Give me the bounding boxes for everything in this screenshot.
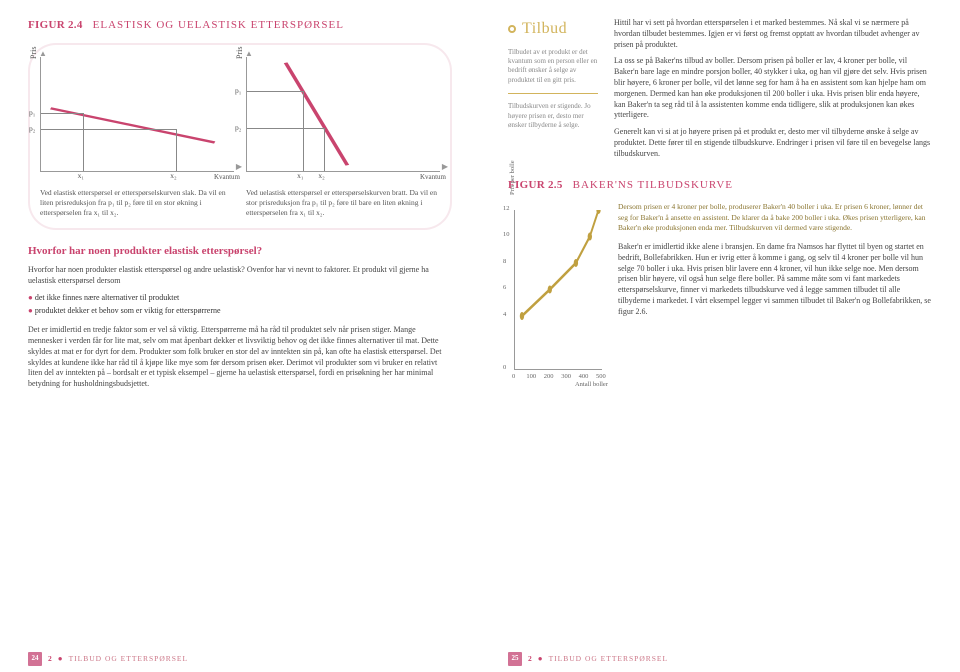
ytick: 6 — [503, 284, 506, 293]
p2-label: p₂ — [29, 124, 35, 134]
bullet-icon: ● — [28, 293, 33, 302]
sidenote-2: Tilbudskurven er stigende. Jo høyere pri… — [508, 102, 598, 130]
body-paragraph-2: Det er imidlertid en tredje faktor som e… — [28, 325, 452, 390]
page-left: FIGUR 2.4 ELASTISK OG UELASTISK ETTERSPØ… — [0, 0, 480, 672]
page-number: 24 — [28, 652, 42, 666]
xtick: 500 — [596, 373, 606, 382]
bullet-icon: ● — [28, 306, 33, 315]
p1-label: p₁ — [29, 108, 35, 118]
figure-2-5-heading: FIGUR 2.5 BAKER'NS TILBUDSKURVE — [508, 178, 932, 193]
page-right: Tilbud Tilbudet av et produkt er det kva… — [480, 0, 960, 672]
body-paragraph-1: Hvorfor har noen produkter elastisk ette… — [28, 265, 452, 287]
inelastic-demand-line — [247, 57, 440, 171]
chapter-number: 2 — [528, 654, 532, 664]
elastic-column: Pris ▲ ▶ p₁ p₂ x₁ x₂ Kvantum Ved elastis… — [40, 57, 234, 218]
elastic-graph: Pris ▲ ▶ p₁ p₂ x₁ x₂ Kvantum — [40, 57, 234, 172]
y-axis-label: Pris per bolle — [509, 161, 518, 196]
p1-label: p₁ — [235, 86, 241, 96]
x-axis-label: Kvantum — [420, 173, 446, 182]
x1-label: x₁ — [297, 171, 303, 181]
x2-label: x₂ — [318, 171, 324, 181]
figure-2-5: FIGUR 2.5 BAKER'NS TILBUDSKURVE Pris per… — [508, 178, 932, 381]
main-paragraph-3: Generelt kan vi si at jo høyere prisen p… — [614, 127, 932, 159]
ytick: 12 — [503, 205, 510, 214]
right-top-columns: Tilbud Tilbudet av et produkt er det kva… — [508, 18, 932, 166]
page-number: 25 — [508, 652, 522, 666]
x2-label: x₂ — [170, 171, 176, 181]
page-footer-left: 24 2 ● TILBUD OG ETTERSPØRSEL — [28, 652, 452, 666]
ring-icon — [508, 25, 516, 33]
footer-dot-icon: ● — [58, 654, 63, 665]
figure-title: BAKER'NS TILBUDSKURVE — [573, 178, 733, 193]
sidenote-1: Tilbudet av et produkt er det kvantum so… — [508, 48, 598, 86]
xtick: 200 — [544, 373, 554, 382]
inelastic-column: Pris ▲ ▶ p₁ p₂ x₁ x₂ Kvantum Ved uelasti… — [246, 57, 440, 218]
figure-number: FIGUR 2.4 — [28, 18, 83, 33]
x-axis-label: Antall boller — [575, 381, 608, 390]
xtick: 100 — [526, 373, 536, 382]
ytick: 4 — [503, 311, 506, 320]
main-paragraph-4: Baker'n er imidlertid ikke alene i brans… — [618, 242, 932, 318]
side-notes: Tilbud Tilbudet av et produkt er det kva… — [508, 18, 598, 166]
inelastic-caption: Ved uelastisk etterspørsel er etterspørs… — [246, 188, 440, 218]
figure-2-5-caption: Dersom prisen er 4 kroner per bolle, pro… — [618, 202, 932, 234]
tilbud-heading: Tilbud — [508, 18, 598, 40]
figure-title: ELASTISK OG UELASTISK ETTERSPØRSEL — [93, 18, 344, 33]
xtick: 400 — [579, 373, 589, 382]
chapter-title: TILBUD OG ETTERSPØRSEL — [549, 654, 669, 664]
chapter-title: TILBUD OG ETTERSPØRSEL — [69, 654, 189, 664]
main-paragraph-1: Hittil har vi sett på hvordan etterspørs… — [614, 18, 932, 50]
figure-2-4-heading: FIGUR 2.4 ELASTISK OG UELASTISK ETTERSPØ… — [28, 18, 452, 33]
xtick: 300 — [561, 373, 571, 382]
axis-arrow-right-icon: ▶ — [442, 162, 448, 173]
supply-curve — [515, 210, 602, 369]
elastic-caption: Ved elastisk etterspørsel er etterspørse… — [40, 188, 234, 218]
x-axis-label: Kvantum — [214, 173, 240, 182]
chapter-number: 2 — [48, 654, 52, 664]
ytick: 10 — [503, 231, 510, 240]
main-text-column: Hittil har vi sett på hvordan etterspørs… — [614, 18, 932, 166]
axis-arrow-right-icon: ▶ — [236, 162, 242, 173]
figure-2-4-panel: Pris ▲ ▶ p₁ p₂ x₁ x₂ Kvantum Ved elastis… — [28, 43, 452, 230]
p2-label: p₂ — [235, 123, 241, 133]
x1-label: x₁ — [78, 171, 84, 181]
supply-chart: Pris per bolle Antall boller 0 4 6 8 10 … — [514, 210, 602, 370]
bullet-item: ● det ikke finnes nære alternativer til … — [28, 293, 452, 304]
section-heading: Hvorfor har noen produkter elastisk ette… — [28, 244, 452, 259]
bullet-item: ● produktet dekker et behov som er vikti… — [28, 306, 452, 317]
ytick: 8 — [503, 258, 506, 267]
inelastic-graph: Pris ▲ ▶ p₁ p₂ x₁ x₂ Kvantum — [246, 57, 440, 172]
bullet-list: ● det ikke finnes nære alternativer til … — [28, 293, 452, 318]
ytick: 0 — [503, 364, 506, 373]
footer-dot-icon: ● — [538, 654, 543, 665]
sidenote-divider — [508, 93, 598, 94]
main-paragraph-2: La oss se på Baker'ns tilbud av boller. … — [614, 56, 932, 121]
page-footer-right: 25 2 ● TILBUD OG ETTERSPØRSEL — [508, 652, 932, 666]
xtick: 0 — [512, 373, 515, 382]
elastic-demand-line — [41, 57, 234, 171]
